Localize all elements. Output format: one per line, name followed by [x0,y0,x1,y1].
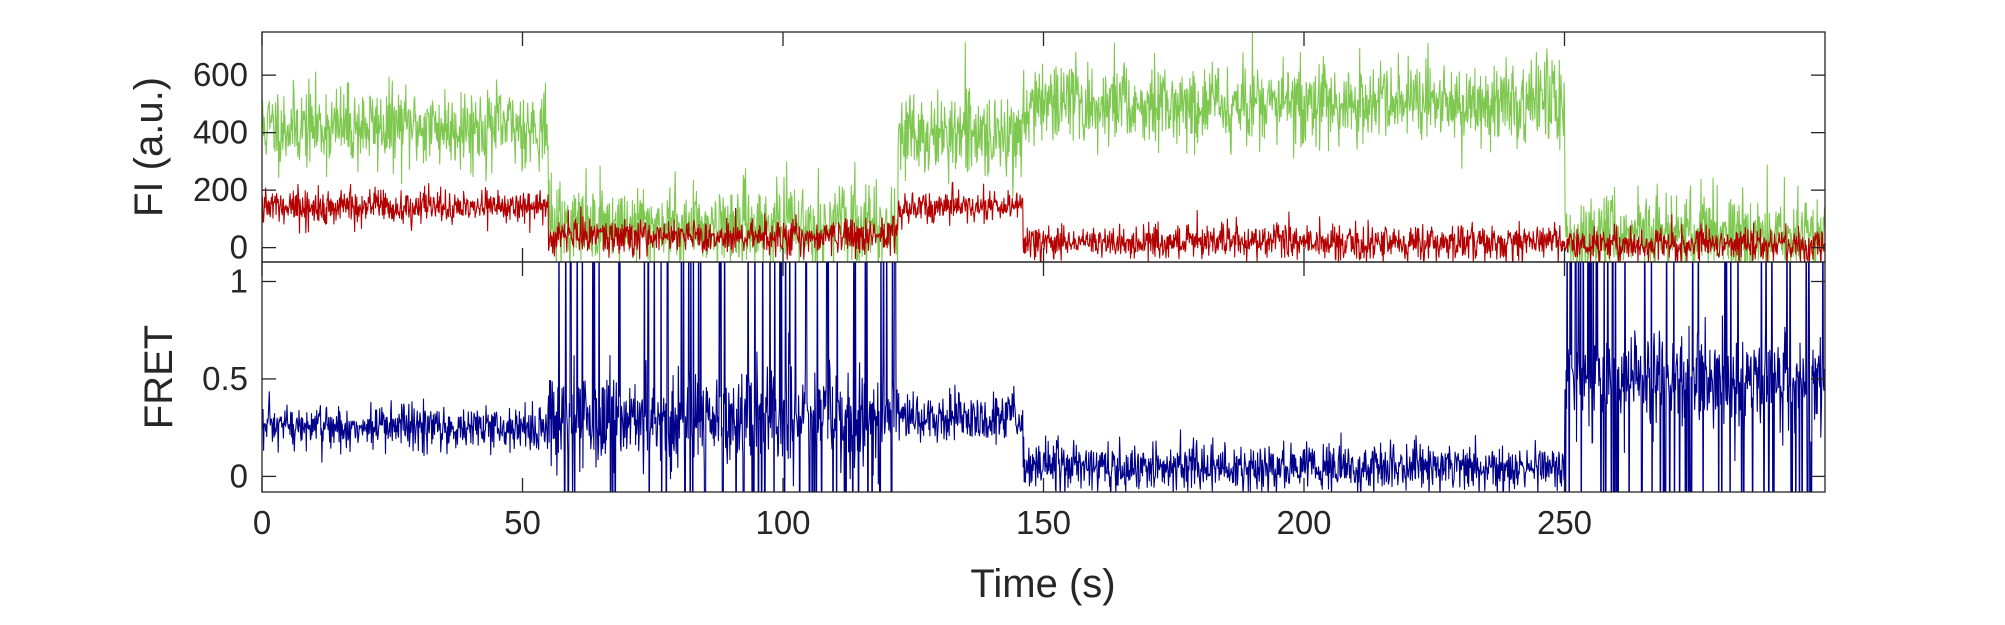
y-tick-label: 0 [230,229,248,266]
fret-ticks: 0 0.5 1 0 50 100 150 200 250 [202,262,1825,541]
y-tick-label: 1 [230,262,248,299]
x-tick-label: 0 [253,504,271,541]
x-tick-label: 250 [1537,504,1592,541]
x-tick-label: 150 [1016,504,1071,541]
y-tick-label: 0.5 [202,360,248,397]
fluorescence-ticks: 0 200 400 600 [193,32,1825,266]
y-tick-label: 400 [193,114,248,151]
y-tick-label: 200 [193,171,248,208]
x-tick-label: 200 [1276,504,1331,541]
fluorescence-panel: 0 200 400 600 FI (a.u.) [127,31,1826,266]
fluorescence-traces [262,32,1825,262]
fret-panel: 0 0.5 1 0 50 100 150 200 250 FRET Time (s) [137,261,1826,606]
y-tick-label: 0 [230,457,248,494]
series-line-0 [262,262,1825,492]
y-tick-label: 600 [193,56,248,93]
series-line-1 [262,182,1825,262]
fret-traces [262,262,1825,492]
fret-y-axis-label: FRET [137,325,181,429]
series-line-0 [262,32,1825,262]
fluorescence-y-axis-label: FI (a.u.) [127,77,171,217]
time-x-axis-label: Time (s) [970,562,1115,606]
x-tick-label: 100 [755,504,810,541]
x-tick-label: 50 [504,504,541,541]
